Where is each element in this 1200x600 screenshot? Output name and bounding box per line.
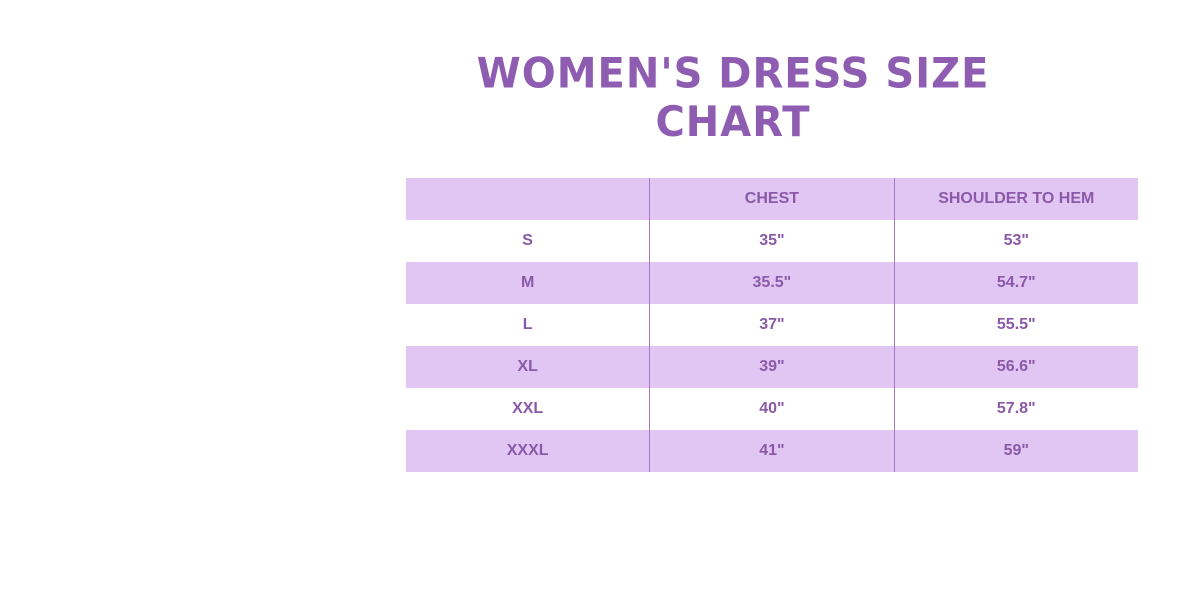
table-row: S 35" 53" xyxy=(406,220,1138,262)
cell-chest: 39" xyxy=(649,346,895,388)
cell-size: M xyxy=(406,262,650,304)
table-row: L 37" 55.5" xyxy=(406,304,1138,346)
table-row: XXL 40" 57.8" xyxy=(406,388,1138,430)
size-chart-table: CHEST SHOULDER TO HEM S 35" 53" M 35.5" 54.7"… xyxy=(406,178,1138,472)
cell-chest: 40" xyxy=(649,388,895,430)
header-cell-shoulder-to-hem: SHOULDER TO HEM xyxy=(893,178,1138,220)
cell-size: XL xyxy=(406,346,650,388)
header-cell-size xyxy=(406,178,650,220)
cell-chest: 35" xyxy=(649,220,895,262)
cell-shoulder-to-hem: 57.8" xyxy=(893,388,1138,430)
cell-chest: 41" xyxy=(649,430,895,472)
cell-shoulder-to-hem: 53" xyxy=(893,220,1138,262)
cell-shoulder-to-hem: 55.5" xyxy=(893,304,1138,346)
table-header-row: CHEST SHOULDER TO HEM xyxy=(406,178,1138,220)
cell-size: XXXL xyxy=(406,430,650,472)
cell-shoulder-to-hem: 54.7" xyxy=(893,262,1138,304)
header-cell-chest: CHEST xyxy=(649,178,895,220)
cell-size: L xyxy=(522,316,533,333)
cell-shoulder-to-hem: 56.6" xyxy=(893,346,1138,388)
table-row: XXXL 41" 59" xyxy=(406,430,1138,472)
cell-size: XXL xyxy=(512,400,544,417)
cell-chest: 35.5" xyxy=(649,262,895,304)
table-row: M 35.5" 54.7" xyxy=(406,262,1138,304)
cell-size: S xyxy=(522,232,533,249)
table-row: XL 39" 56.6" xyxy=(406,346,1138,388)
page-title: WOMEN'S DRESS SIZE CHART xyxy=(476,49,990,147)
cell-chest: 37" xyxy=(649,304,895,346)
cell-shoulder-to-hem: 59" xyxy=(893,430,1138,472)
